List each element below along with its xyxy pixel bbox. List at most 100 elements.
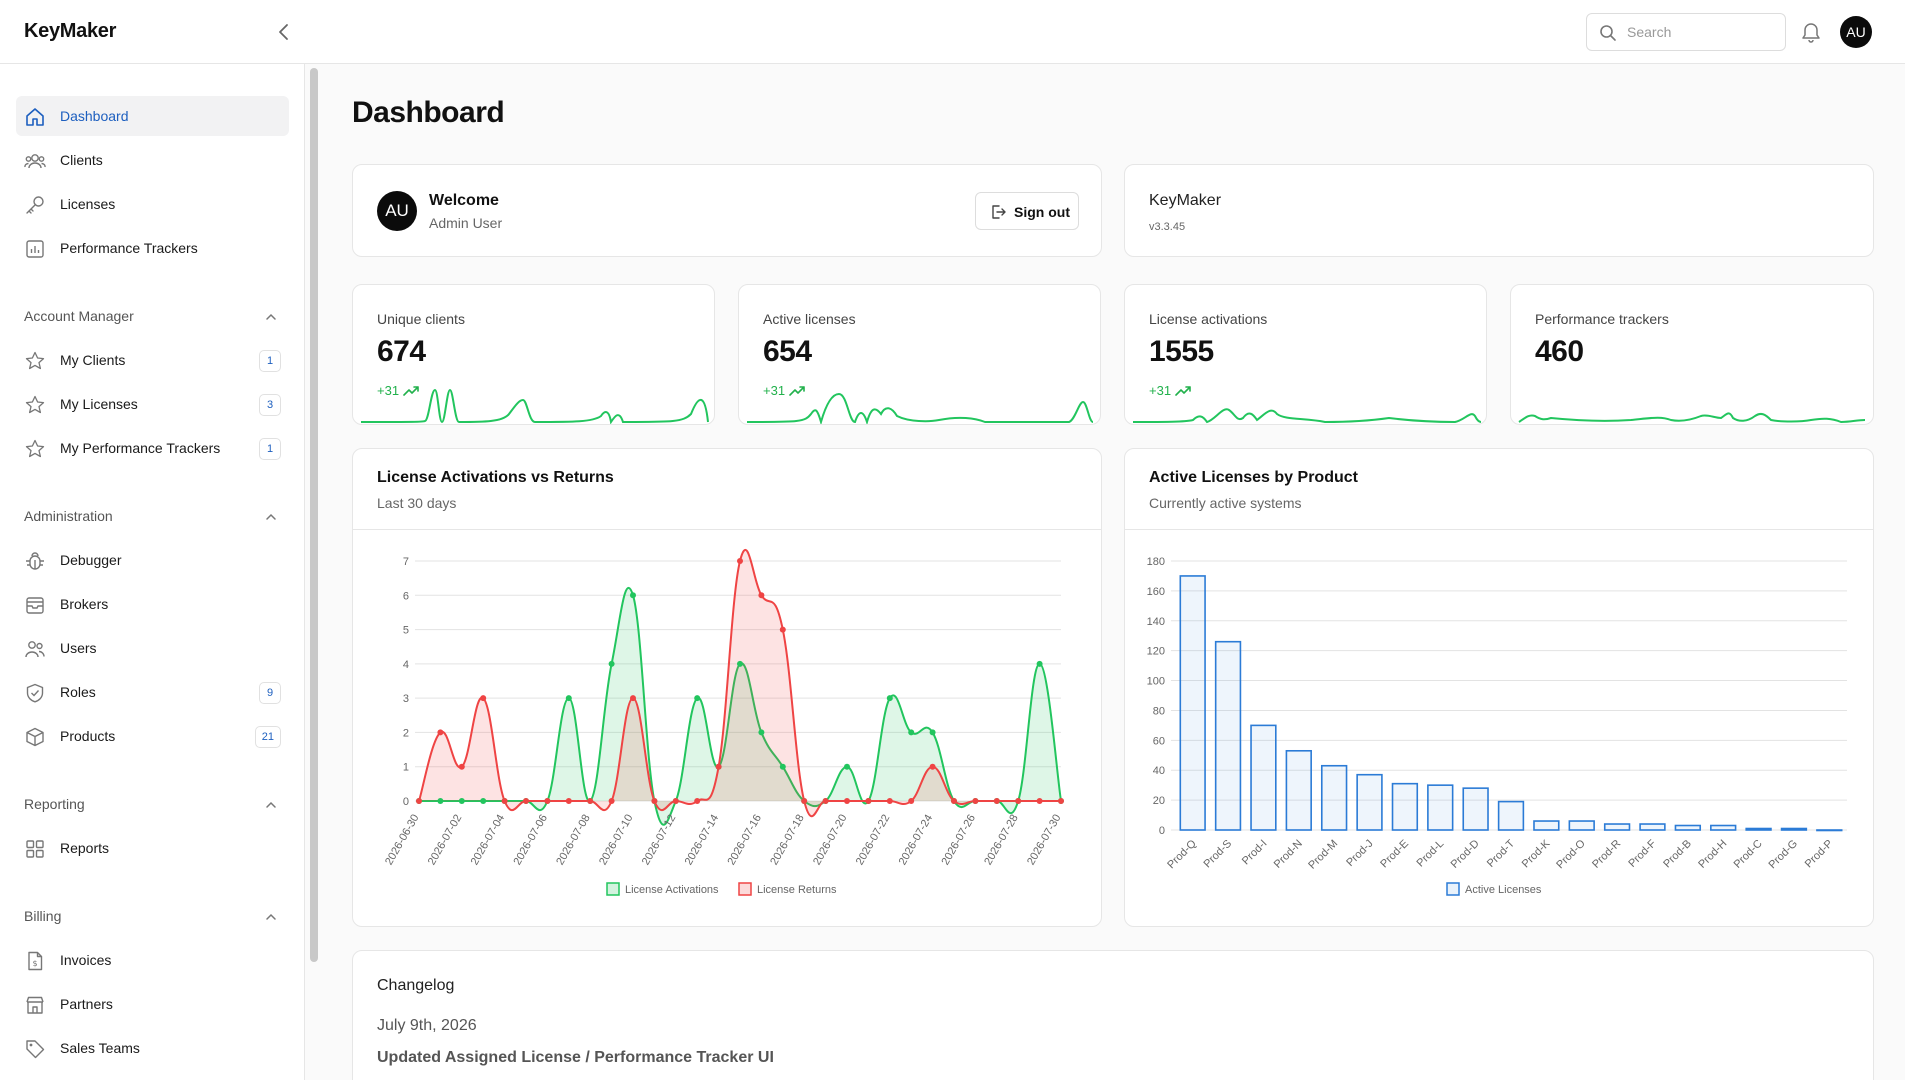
x-tick-label: 2026-07-08 [554, 813, 593, 868]
bell-icon [1802, 23, 1820, 43]
bar [1533, 820, 1560, 831]
x-tick-label: Prod-I [1240, 838, 1270, 868]
sign-out-label: Sign out [1014, 204, 1070, 220]
trending-up-icon [403, 386, 419, 396]
sidebar-item-brokers[interactable]: Brokers [16, 584, 289, 624]
bug-icon [26, 552, 44, 570]
sidebar-item-roles[interactable]: Roles 9 [16, 672, 289, 712]
group-header-administration[interactable]: Administration [24, 508, 278, 528]
data-point [1036, 660, 1043, 667]
sidebar-item-label: Sales Teams [60, 1040, 140, 1056]
welcome-title: Welcome [429, 192, 499, 209]
shield-icon [26, 683, 44, 703]
sidebar-scrollbar[interactable] [310, 68, 318, 962]
user-avatar[interactable]: AU [1840, 16, 1872, 48]
sidebar-item-dashboard[interactable]: Dashboard [16, 96, 289, 136]
data-point [587, 798, 594, 804]
search-input[interactable] [1627, 22, 1777, 42]
series-area-0 [419, 587, 1061, 825]
sidebar-item-my-clients[interactable]: My Clients 1 [16, 340, 289, 380]
x-tick-label: Prod-N [1272, 838, 1305, 871]
svg-text:$: $ [32, 959, 37, 968]
sidebar-item-label: Users [60, 640, 97, 656]
bar [1179, 575, 1206, 831]
x-tick-label: Prod-R [1590, 838, 1623, 871]
y-tick-label: 160 [1147, 586, 1165, 598]
sidebar-item-label: Performance Trackers [60, 240, 198, 256]
sidebar-item-partners[interactable]: Partners [16, 984, 289, 1024]
y-tick-label: 100 [1147, 676, 1165, 688]
changelog-date: July 9th, 2026 [377, 1017, 477, 1034]
tag-icon [26, 1040, 45, 1059]
x-tick-label: Prod-G [1767, 838, 1801, 872]
sidebar-item-licenses[interactable]: Licenses [16, 184, 289, 224]
data-point [886, 695, 893, 702]
count-badge: 21 [254, 726, 281, 748]
sidebar-item-my-performance-trackers[interactable]: My Performance Trackers 1 [16, 428, 289, 468]
x-tick-label: 2026-07-18 [768, 813, 807, 868]
trending-up-icon [1175, 386, 1191, 396]
sidebar-item-debugger[interactable]: Debugger [16, 540, 289, 580]
bar [1285, 749, 1312, 831]
y-tick-label: 80 [1153, 705, 1165, 717]
search-box[interactable] [1586, 13, 1786, 51]
changelog-title: Changelog [377, 977, 455, 994]
legend-label: License Activations [625, 884, 719, 896]
data-point [523, 798, 529, 804]
bar [1603, 823, 1631, 831]
app-info-card: KeyMaker v3.3.45 [1124, 164, 1874, 257]
chevron-up-icon [266, 313, 276, 320]
sparkline-chart [1518, 412, 1866, 424]
data-point [437, 798, 444, 804]
collapse-sidebar-button[interactable] [272, 20, 296, 44]
app-logo: KeyMaker [24, 20, 117, 42]
sidebar-item-my-licenses[interactable]: My Licenses 3 [16, 384, 289, 424]
group-header-account-manager[interactable]: Account Manager [24, 308, 278, 328]
sidebar-item-products[interactable]: Products 21 [16, 716, 289, 756]
group-header-billing[interactable]: Billing [24, 908, 278, 928]
stat-card-active-licenses: Active licenses 654 +31 [738, 284, 1101, 425]
data-point [779, 626, 786, 633]
sidebar-item-clients[interactable]: Clients [16, 140, 289, 180]
sidebar-item-users[interactable]: Users [16, 628, 289, 668]
sparkline-chart [746, 392, 1094, 424]
sign-out-button[interactable]: Sign out [975, 192, 1079, 230]
data-point [737, 660, 743, 667]
bar-chart-icon [26, 240, 44, 258]
sidebar-item-reports[interactable]: Reports [16, 828, 289, 868]
data-point [458, 798, 465, 804]
x-tick-label: 2026-07-28 [982, 813, 1021, 868]
group-title: Reporting [24, 796, 85, 812]
data-point [758, 592, 765, 599]
notifications-button[interactable] [1800, 20, 1822, 49]
data-point [951, 798, 957, 804]
data-point [544, 798, 551, 804]
group-header-reporting[interactable]: Reporting [24, 796, 278, 816]
data-point [908, 729, 915, 736]
bar [1745, 827, 1772, 831]
data-point [694, 798, 701, 804]
stat-delta: +31 [377, 383, 421, 398]
data-point [1036, 798, 1043, 804]
top-bar: KeyMaker AU [0, 0, 1905, 64]
y-tick-label: 180 [1147, 556, 1165, 568]
store-icon [26, 996, 44, 1014]
sidebar-item-label: My Clients [60, 352, 126, 368]
sidebar-item-label: My Performance Trackers [60, 440, 221, 456]
sidebar-item-performance-trackers[interactable]: Performance Trackers [16, 228, 289, 268]
sidebar-item-invoices[interactable]: $ Invoices [16, 940, 289, 980]
y-tick-label: 40 [1153, 765, 1165, 777]
inbox-icon [26, 597, 44, 614]
sidebar-item-label: Dashboard [60, 108, 129, 124]
group-title: Administration [24, 508, 113, 524]
data-point [1058, 798, 1064, 804]
sidebar-item-sales-teams[interactable]: Sales Teams [16, 1028, 289, 1068]
x-tick-label: Prod-B [1661, 838, 1694, 871]
data-point [886, 798, 893, 804]
stat-delta-value: +31 [763, 383, 786, 398]
data-point [480, 695, 487, 702]
x-tick-label: Prod-M [1306, 838, 1340, 872]
y-tick-label: 7 [403, 556, 409, 568]
divider [353, 529, 1101, 530]
stat-card-performance-trackers: Performance trackers 460 [1510, 284, 1874, 425]
